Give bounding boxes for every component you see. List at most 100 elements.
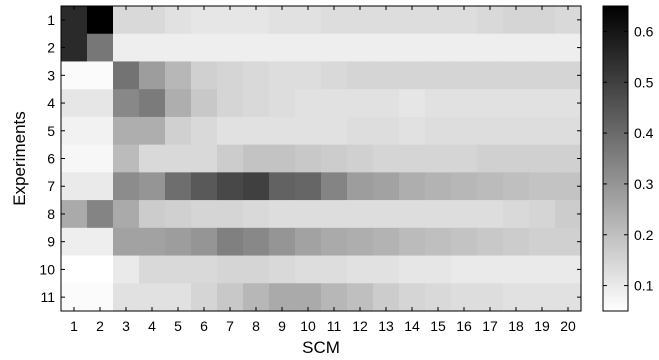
heatmap-cell [139, 144, 166, 173]
heatmap-cell [87, 116, 114, 146]
heatmap-cell [243, 172, 270, 201]
heatmap-cell [61, 227, 88, 257]
heatmap-cell [373, 283, 400, 312]
heatmap-cell [139, 200, 166, 229]
heatmap-cell [165, 200, 192, 229]
heatmap-cell [87, 144, 114, 173]
heatmap-cells [61, 6, 582, 312]
heatmap-cell [529, 61, 556, 90]
heatmap-cell [295, 172, 322, 201]
heatmap-cell [165, 89, 192, 118]
x-tick-label: 12 [352, 318, 368, 334]
heatmap-cell [347, 89, 374, 118]
heatmap-cell [165, 6, 192, 35]
heatmap-cell [425, 227, 452, 257]
x-tick-label: 5 [174, 318, 182, 334]
heatmap-cell [347, 200, 374, 229]
heatmap-cell [165, 116, 192, 146]
heatmap-cell [347, 116, 374, 146]
heatmap-cell [503, 144, 530, 173]
heatmap-cell [217, 33, 244, 63]
heatmap-cell [139, 89, 166, 118]
heatmap-cell [399, 172, 426, 201]
heatmap-cell [295, 200, 322, 229]
heatmap-cell [61, 172, 88, 201]
colorbar-gradient [602, 5, 629, 312]
heatmap-cell [113, 89, 140, 118]
heatmap-cell [477, 6, 504, 35]
heatmap-cell [399, 116, 426, 146]
colorbar-tick-label: 0.6 [634, 23, 654, 39]
heatmap-cell [217, 227, 244, 257]
heatmap-cell [529, 6, 556, 35]
heatmap-cell [503, 172, 530, 201]
colorbar: 0.1 0.2 0.3 0.4 0.5 0.6 [602, 5, 654, 312]
heatmap-cell [373, 200, 400, 229]
heatmap-cell [243, 144, 270, 173]
heatmap-cell [399, 61, 426, 90]
heatmap-cell [87, 89, 114, 118]
heatmap-cell [425, 172, 452, 201]
heatmap-cell [113, 283, 140, 312]
heatmap-cell [295, 116, 322, 146]
heatmap-cell [503, 6, 530, 35]
heatmap-cell [139, 116, 166, 146]
heatmap-cell [139, 61, 166, 90]
heatmap-cell [217, 89, 244, 118]
heatmap-cell [269, 255, 296, 284]
heatmap-cell [113, 255, 140, 284]
heatmap-cell [269, 6, 296, 35]
heatmap-cell [451, 172, 478, 201]
heatmap-cell [347, 61, 374, 90]
heatmap-cell [425, 116, 452, 146]
heatmap-cell [217, 6, 244, 35]
colorbar-tick-label: 0.5 [634, 74, 654, 90]
heatmap-cell [191, 172, 218, 201]
heatmap-cell [113, 227, 140, 257]
heatmap-cell [139, 172, 166, 201]
y-tick-label: 5 [47, 123, 55, 139]
heatmap-cell [477, 89, 504, 118]
y-tick-label: 6 [47, 151, 55, 167]
heatmap-cell [243, 200, 270, 229]
colorbar-tick-label: 0.3 [634, 176, 654, 192]
heatmap-cell [243, 255, 270, 284]
heatmap-cell [477, 172, 504, 201]
y-tick-label: 1 [47, 12, 55, 28]
heatmap-cell [87, 283, 114, 312]
heatmap-cell [295, 144, 322, 173]
heatmap-cell [399, 227, 426, 257]
heatmap-cell [399, 6, 426, 35]
heatmap-cell [61, 33, 88, 63]
heatmap-cell [139, 255, 166, 284]
y-tick-label: 7 [47, 178, 55, 194]
heatmap-cell [269, 283, 296, 312]
heatmap-cell [529, 116, 556, 146]
heatmap-cell [399, 283, 426, 312]
y-tick-label: 4 [47, 95, 55, 111]
x-tick-label: 18 [508, 318, 524, 334]
heatmap-cell [399, 144, 426, 173]
heatmap-cell [373, 33, 400, 63]
heatmap-cell [139, 6, 166, 35]
heatmap-cell [191, 283, 218, 312]
heatmap-cell [321, 33, 348, 63]
heatmap-cell [165, 33, 192, 63]
heatmap-cell [503, 283, 530, 312]
heatmap-cell [425, 6, 452, 35]
heatmap-cell [87, 61, 114, 90]
heatmap-cell [87, 200, 114, 229]
heatmap-cell [347, 33, 374, 63]
y-axis-ticks: 1 2 3 4 5 6 7 8 9 10 11 [39, 12, 581, 305]
heatmap-cell [165, 144, 192, 173]
heatmap-cell [451, 116, 478, 146]
x-tick-label: 15 [430, 318, 446, 334]
heatmap-cell [295, 33, 322, 63]
heatmap-cell [217, 116, 244, 146]
heatmap-cell [529, 89, 556, 118]
heatmap-cell [269, 61, 296, 90]
x-tick-label: 2 [96, 318, 104, 334]
heatmap-cell [295, 6, 322, 35]
heatmap-cell [347, 255, 374, 284]
heatmap-cell [217, 144, 244, 173]
